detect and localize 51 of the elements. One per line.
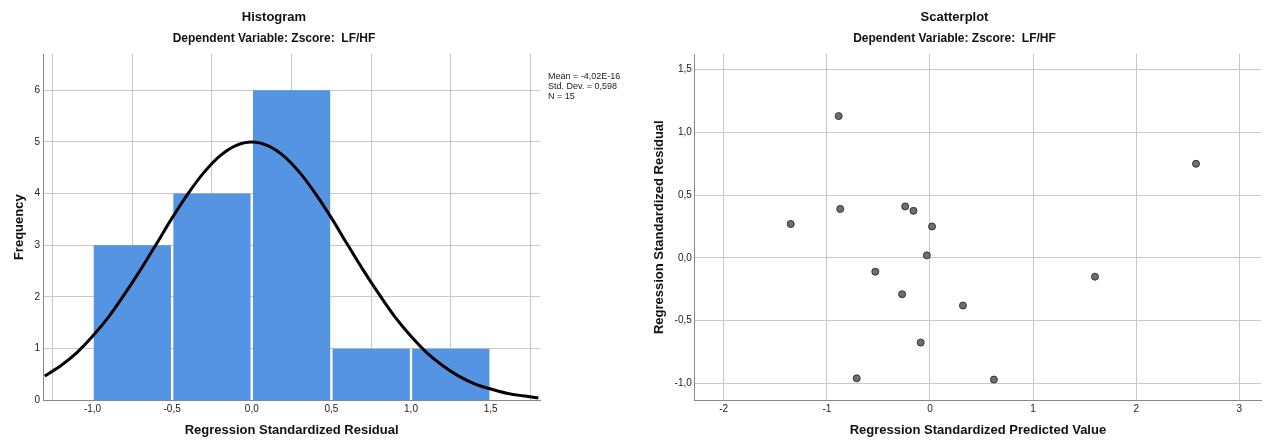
point <box>909 206 918 215</box>
y-tick-label: 0 <box>34 394 41 406</box>
y-tick-label: 5 <box>34 135 41 147</box>
x-tick-label: -0,5 <box>163 403 182 415</box>
y-axis-title: Frequency <box>11 193 27 261</box>
x-tick-label: 0,5 <box>324 403 339 415</box>
point <box>989 375 998 384</box>
x-tick-label: 0 <box>927 403 934 415</box>
y-tick-label: 6 <box>34 83 41 95</box>
point <box>871 267 880 276</box>
y-axis-title: Regression Standardized Residual <box>651 120 667 335</box>
x-axis-title: Regression Standardized Residual <box>184 421 399 437</box>
point <box>836 204 845 213</box>
x-tick-label: 3 <box>1236 403 1243 415</box>
chart-title: Histogram <box>241 9 307 25</box>
text: N = 15 <box>548 90 575 101</box>
y-tick-label: -1,0 <box>674 377 693 389</box>
point <box>1090 272 1099 281</box>
point <box>901 202 910 211</box>
y-tick-label: 1,0 <box>677 126 693 138</box>
x-tick-label: 2 <box>1133 403 1140 415</box>
y-tick-label: 2 <box>34 290 41 302</box>
chart-subtitle: Dependent Variable: Zscore: LF/HF <box>853 31 1056 46</box>
point <box>898 290 907 299</box>
chart-subtitle: Dependent Variable: Zscore: LF/HF <box>172 31 376 46</box>
chart-title: Scatterplot <box>920 9 990 25</box>
point <box>958 301 967 310</box>
y-tick-label: 0,5 <box>677 188 693 200</box>
point <box>922 251 931 260</box>
x-tick-label: 0,0 <box>244 403 260 415</box>
point <box>834 112 843 121</box>
x-axis-title: Regression Standardized Predicted Value <box>849 421 1107 437</box>
x-tick-label: -1 <box>822 403 832 415</box>
point <box>928 222 937 231</box>
text: Std. Dev. = 0,598 <box>548 80 618 91</box>
x-tick-label: 1,0 <box>404 403 419 415</box>
y-tick-label: 1,5 <box>677 63 693 75</box>
y-tick-label: 3 <box>34 239 41 251</box>
y-tick-label: -0,5 <box>674 314 693 326</box>
point <box>786 220 795 228</box>
y-tick-label: 0,0 <box>677 251 693 263</box>
y-tick-label: 1 <box>34 342 41 354</box>
point <box>852 374 861 383</box>
point <box>1192 159 1201 168</box>
text: Mean = -4,02E-16 <box>548 70 621 81</box>
point <box>916 338 925 347</box>
x-tick-label: -1,0 <box>83 403 102 415</box>
x-tick-label: 1,5 <box>483 403 499 415</box>
x-tick-label: -2 <box>719 403 729 415</box>
x-tick-label: 1 <box>1030 403 1037 415</box>
y-tick-label: 4 <box>34 187 41 199</box>
